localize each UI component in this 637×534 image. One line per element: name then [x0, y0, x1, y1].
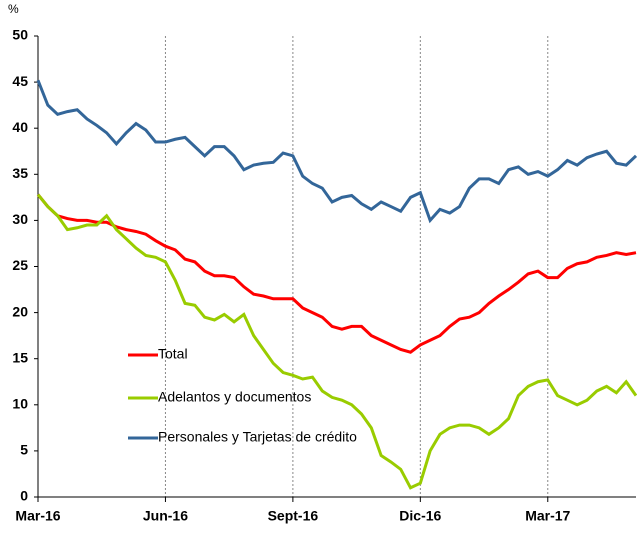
legend-label: Personales y Tarjetas de crédito — [158, 429, 357, 445]
y-tick-label: 45 — [12, 73, 28, 89]
y-tick-label: 40 — [12, 119, 28, 135]
x-tick-label: Sept-16 — [268, 508, 319, 524]
y-tick-label: 50 — [12, 27, 28, 43]
y-axis-label: % — [8, 2, 19, 16]
y-tick-label: 25 — [12, 257, 28, 273]
x-tick-label: Jun-16 — [143, 508, 188, 524]
legend-label: Total — [158, 346, 188, 362]
y-tick-label: 30 — [12, 211, 28, 227]
series-line — [36, 79, 637, 224]
x-tick-label: Mar-17 — [525, 508, 570, 524]
x-tick-label: Mar-16 — [15, 508, 60, 524]
y-tick-label: 5 — [20, 442, 28, 458]
y-tick-label: 0 — [20, 488, 28, 504]
y-tick-label: 10 — [12, 396, 28, 412]
x-tick-label: Dic-16 — [399, 508, 441, 524]
legend-label: Adelantos y documentos — [158, 389, 311, 405]
series-line — [36, 193, 637, 354]
series-line — [36, 193, 637, 490]
y-tick-label: 20 — [12, 303, 28, 319]
y-tick-label: 15 — [12, 349, 28, 365]
y-tick-label: 35 — [12, 165, 28, 181]
